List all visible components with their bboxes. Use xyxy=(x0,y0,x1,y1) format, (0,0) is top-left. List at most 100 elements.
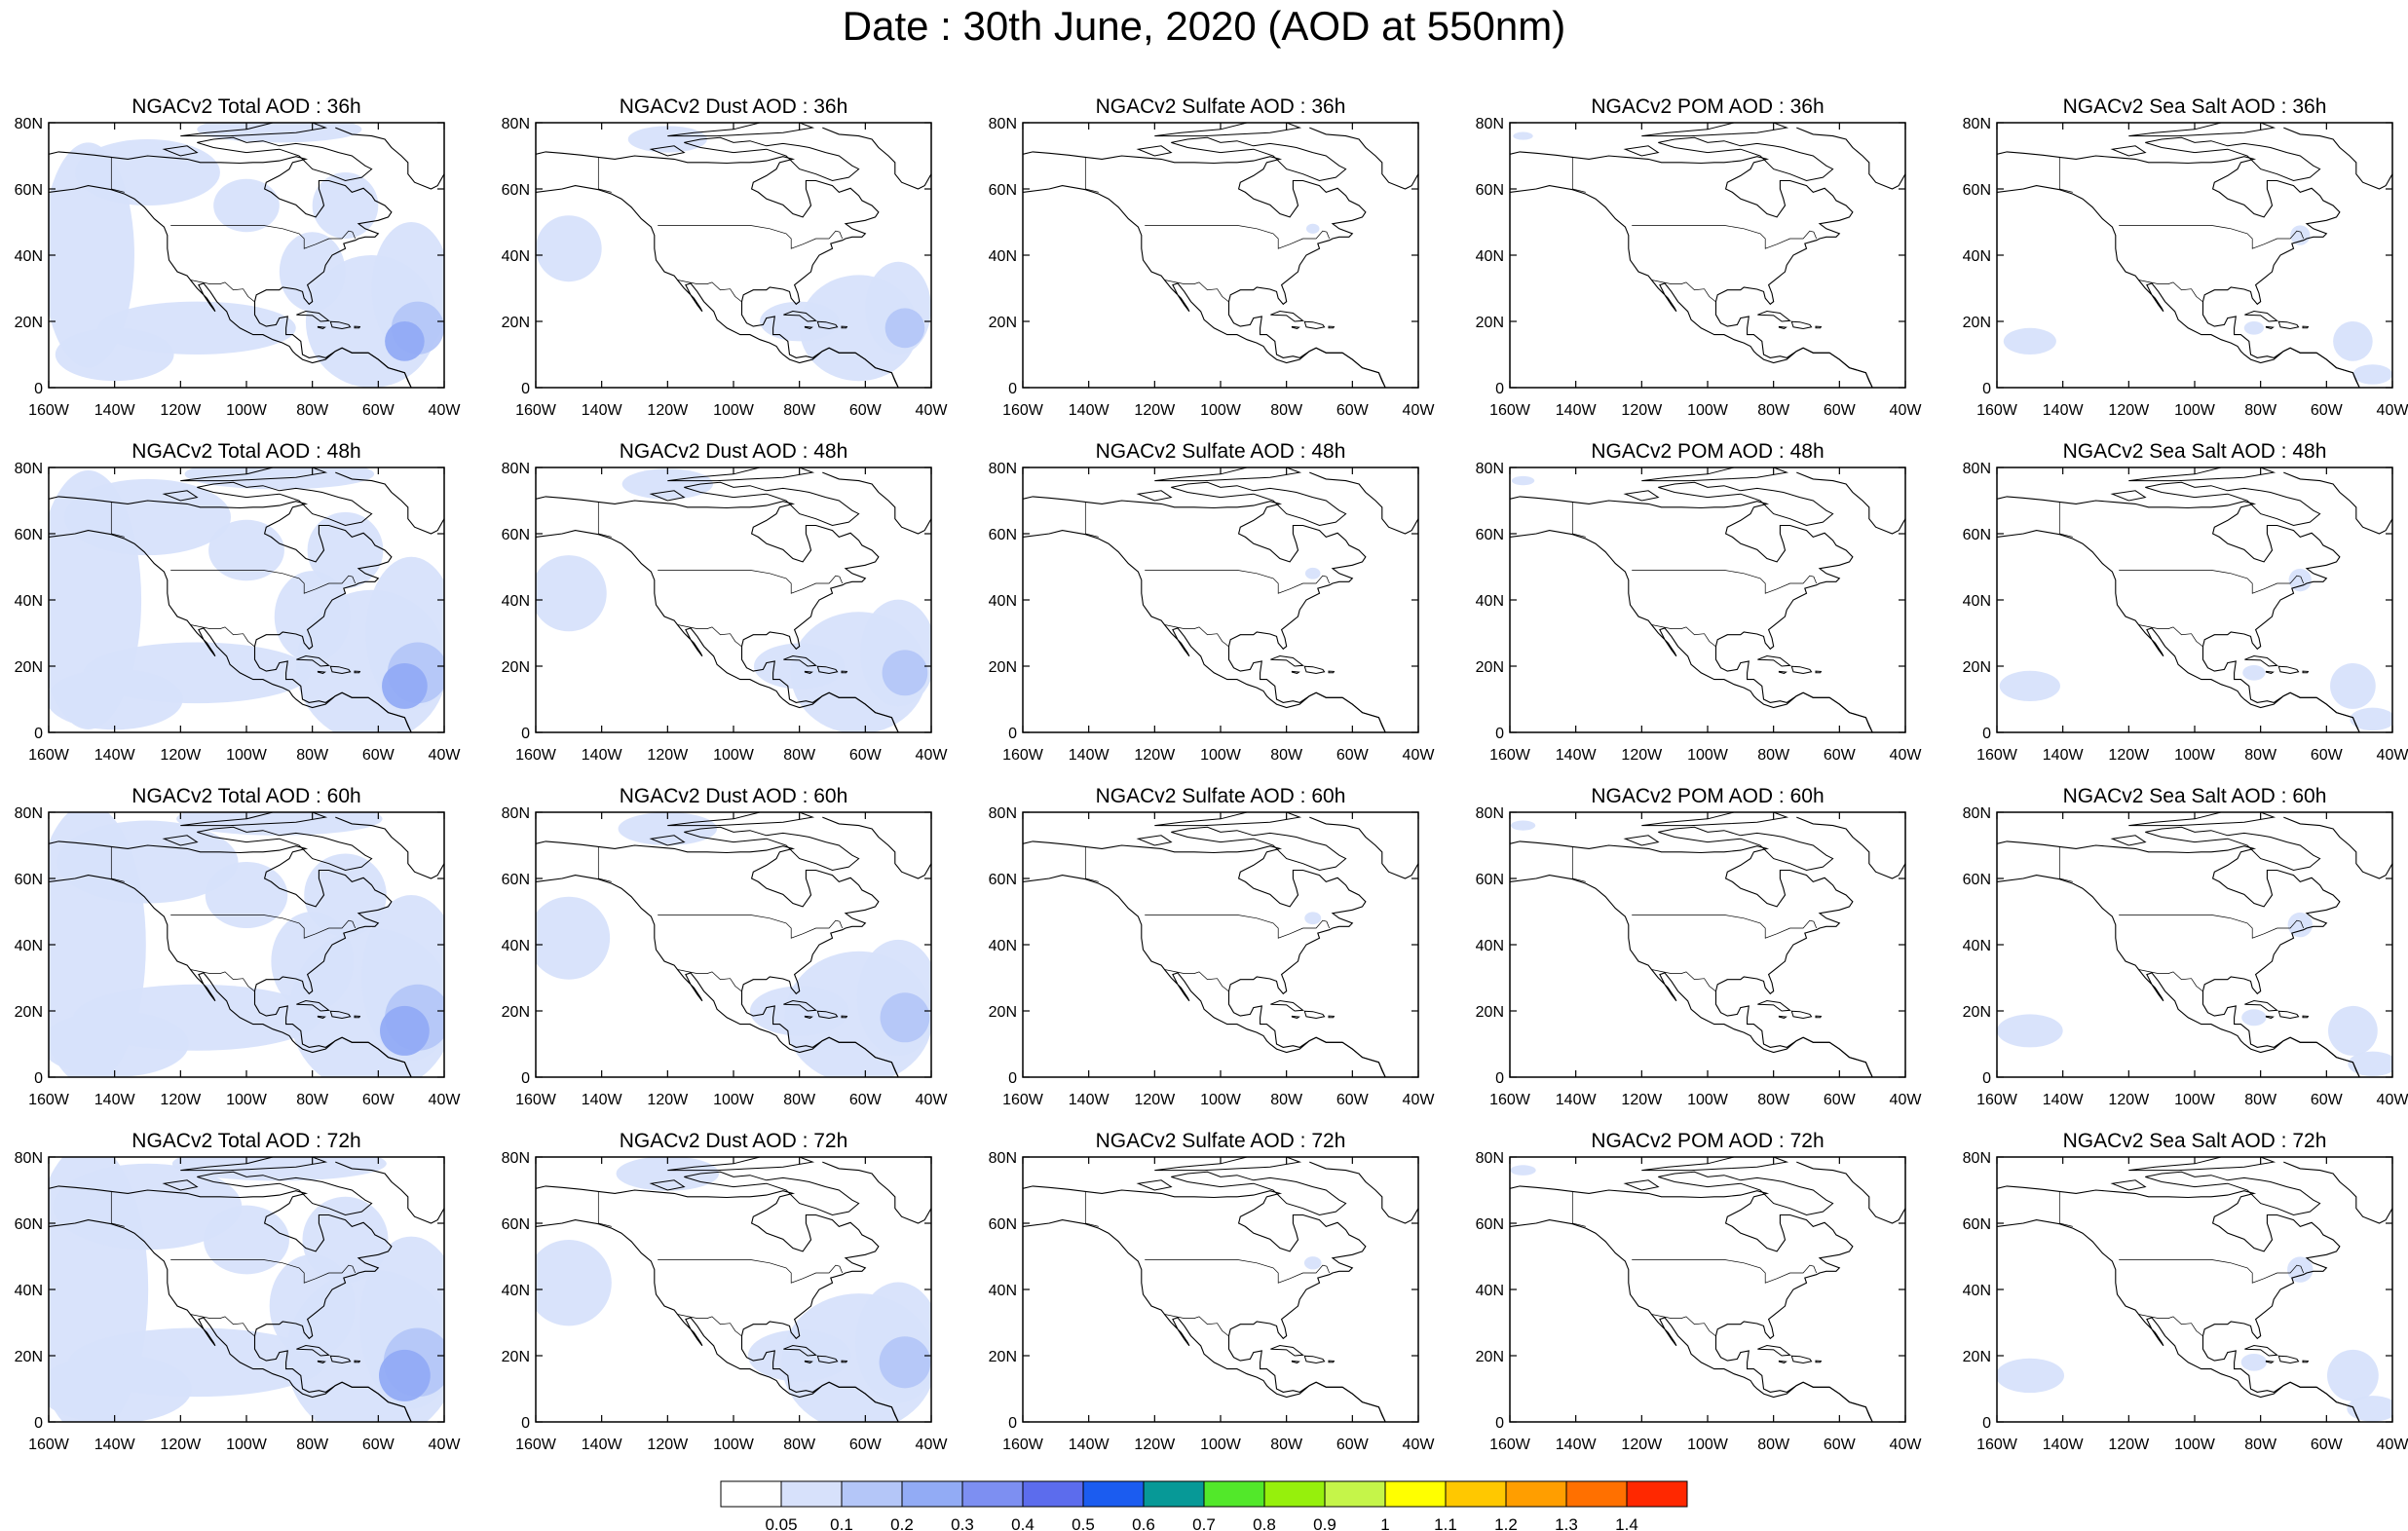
lat-tick-label: 40N xyxy=(1476,938,1504,954)
aod-shading xyxy=(2350,707,2392,731)
colorbar-swatch xyxy=(1143,1480,1205,1508)
island-outline xyxy=(1154,1157,1302,1172)
colorbar-label: 0.5 xyxy=(1072,1515,1095,1531)
national-border xyxy=(170,225,357,249)
lat-tick-label: 20N xyxy=(15,659,43,676)
map-panel: NGACv2 POM AOD : 36h 80N 60N 40N 20N 0 160W 140… xyxy=(1476,95,1923,419)
aod-shading xyxy=(536,555,607,632)
lon-tick-label: 40W xyxy=(1403,1092,1436,1108)
island-outline xyxy=(2128,812,2276,827)
lat-tick-label: 0 xyxy=(34,726,43,742)
aod-shading xyxy=(302,1196,389,1284)
lon-tick-label: 80W xyxy=(1757,1092,1790,1108)
aod-shading xyxy=(882,650,928,696)
lat-tick-label: 80N xyxy=(15,805,43,822)
lon-tick-label: 40W xyxy=(2377,1092,2408,1108)
lon-tick-label: 120W xyxy=(160,402,202,419)
aod-shading xyxy=(2288,568,2312,592)
lat-tick-label: 0 xyxy=(1008,1415,1017,1432)
island-outline xyxy=(684,136,860,182)
lon-tick-label: 140W xyxy=(1556,747,1598,764)
lat-tick-label: 40N xyxy=(15,938,43,954)
lon-tick-label: 120W xyxy=(1134,1437,1176,1453)
island-outline xyxy=(2244,999,2278,1012)
lat-tick-label: 0 xyxy=(34,1415,43,1432)
island-outline xyxy=(2110,1179,2147,1191)
national-border xyxy=(1145,570,1331,594)
island-outline xyxy=(1328,1360,1336,1363)
national-border xyxy=(1571,1191,1586,1227)
lon-tick-label: 80W xyxy=(296,402,329,419)
colorbar-swatch xyxy=(841,1480,903,1508)
national-border xyxy=(1571,846,1586,882)
lon-tick-label: 100W xyxy=(2174,747,2216,764)
lon-tick-label: 100W xyxy=(1200,1437,1242,1453)
national-border xyxy=(190,280,255,303)
aod-shading xyxy=(536,896,611,980)
coastline xyxy=(822,816,931,879)
map-panel: NGACv2 Total AOD : 48h 80N 60N 40N 20N 0 160W 1… xyxy=(15,440,462,764)
national-border xyxy=(110,502,125,538)
coastline xyxy=(1309,471,1418,535)
lat-tick-label: 0 xyxy=(1008,1070,1017,1087)
lon-tick-label: 160W xyxy=(1489,747,1531,764)
lon-tick-label: 80W xyxy=(2244,1437,2277,1453)
lon-tick-label: 60W xyxy=(1824,1437,1857,1453)
colorbar-swatch xyxy=(901,1480,963,1508)
lat-tick-label: 0 xyxy=(1495,381,1504,397)
island-outline xyxy=(197,136,373,182)
island-outline xyxy=(317,325,326,330)
national-border xyxy=(1084,157,1099,193)
island-outline xyxy=(1815,670,1823,674)
lon-tick-label: 120W xyxy=(647,402,689,419)
colorbar-swatch xyxy=(1384,1480,1447,1508)
lon-tick-label: 120W xyxy=(1134,1092,1176,1108)
island-outline xyxy=(2265,1015,2275,1020)
lon-tick-label: 100W xyxy=(713,1092,755,1108)
island-outline xyxy=(180,812,328,827)
panel-title: NGACv2 Sulfate AOD : 60h xyxy=(1096,785,1346,807)
national-border xyxy=(2058,157,2073,193)
lat-tick-label: 80N xyxy=(15,461,43,477)
national-border xyxy=(1164,1314,1229,1337)
aod-shading xyxy=(307,511,384,589)
aod-shading xyxy=(385,321,425,361)
lon-tick-label: 160W xyxy=(1489,1092,1531,1108)
lon-tick-label: 80W xyxy=(1270,402,1303,419)
aod-shading xyxy=(75,139,220,205)
colorbar-label: 0.9 xyxy=(1313,1515,1336,1531)
lon-tick-label: 100W xyxy=(713,1437,755,1453)
aod-shading xyxy=(304,853,387,937)
colorbar-swatch xyxy=(1263,1480,1326,1508)
island-outline xyxy=(1171,481,1347,527)
lon-tick-label: 40W xyxy=(916,1092,949,1108)
colorbar-label: 0.7 xyxy=(1192,1515,1216,1531)
colorbar-label: 1.4 xyxy=(1615,1515,1638,1531)
national-border xyxy=(1571,157,1586,193)
aod-shading xyxy=(753,643,846,690)
aod-shading xyxy=(184,467,375,490)
island-outline xyxy=(296,1344,330,1357)
lon-tick-label: 100W xyxy=(1687,747,1729,764)
national-border xyxy=(170,570,357,594)
lat-tick-label: 20N xyxy=(15,1004,43,1021)
national-border xyxy=(1571,502,1586,538)
island-outline xyxy=(2128,123,2276,137)
lon-tick-label: 100W xyxy=(226,1092,268,1108)
lon-tick-label: 140W xyxy=(94,1092,136,1108)
island-outline xyxy=(354,1015,361,1019)
national-border xyxy=(2119,915,2305,939)
lon-tick-label: 140W xyxy=(94,402,136,419)
island-outline xyxy=(783,1344,817,1357)
lon-tick-label: 40W xyxy=(429,402,462,419)
coastline xyxy=(1023,840,1386,1077)
map-panel: NGACv2 Sulfate AOD : 60h 80N 60N 40N 20N 0 160… xyxy=(989,785,1436,1108)
lon-tick-label: 140W xyxy=(1069,1092,1110,1108)
lat-tick-label: 40N xyxy=(502,1283,530,1299)
aod-shading xyxy=(312,172,379,239)
island-outline xyxy=(841,1360,848,1363)
lat-tick-label: 60N xyxy=(989,527,1017,543)
panel-title: NGACv2 Sea Salt AOD : 72h xyxy=(2063,1130,2327,1152)
figure-title: Date : 30th June, 2020 (AOD at 550nm) xyxy=(842,3,1566,49)
national-border xyxy=(1651,1314,1716,1337)
